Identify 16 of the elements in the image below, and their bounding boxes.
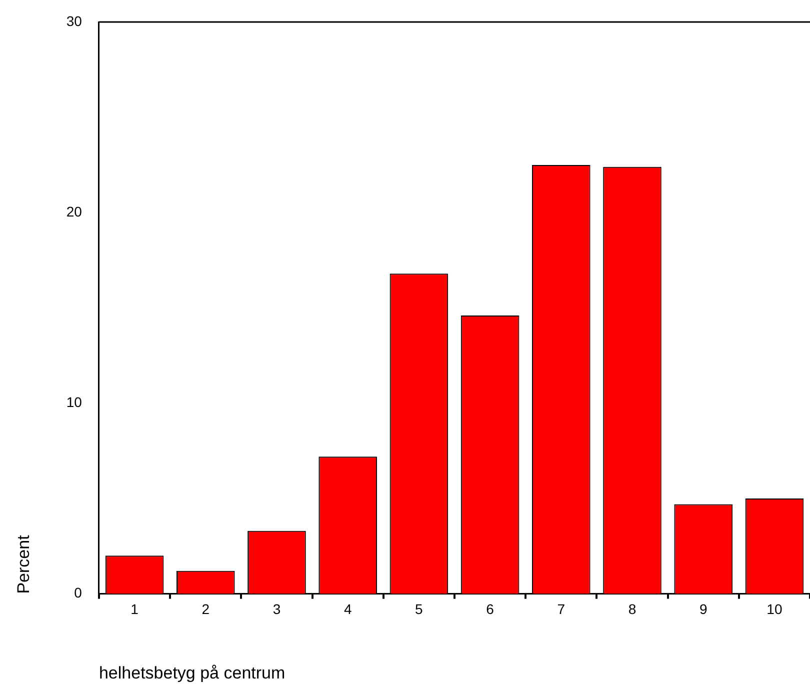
x-tick-label: 3 (272, 601, 281, 618)
y-tick-label: 20 (66, 203, 82, 220)
y-tick-label: 0 (74, 584, 82, 601)
x-tick-label: 2 (202, 601, 210, 618)
x-tick-label: 6 (486, 601, 494, 618)
y-tick-label: 30 (66, 12, 82, 29)
x-tick-label: 10 (766, 601, 782, 618)
x-tick-label: 9 (699, 601, 708, 618)
y-axis-title: Percent (14, 534, 33, 594)
y-tick-label: 10 (66, 394, 82, 410)
x-tick-label: 4 (344, 601, 352, 618)
x-axis-title: helhetsbetyg på centrum (98, 663, 286, 682)
x-tick-label: 8 (628, 601, 636, 618)
x-tick-label: 5 (415, 601, 424, 618)
x-tick-label: 7 (557, 601, 566, 618)
x-tick-label: 1 (130, 601, 139, 618)
